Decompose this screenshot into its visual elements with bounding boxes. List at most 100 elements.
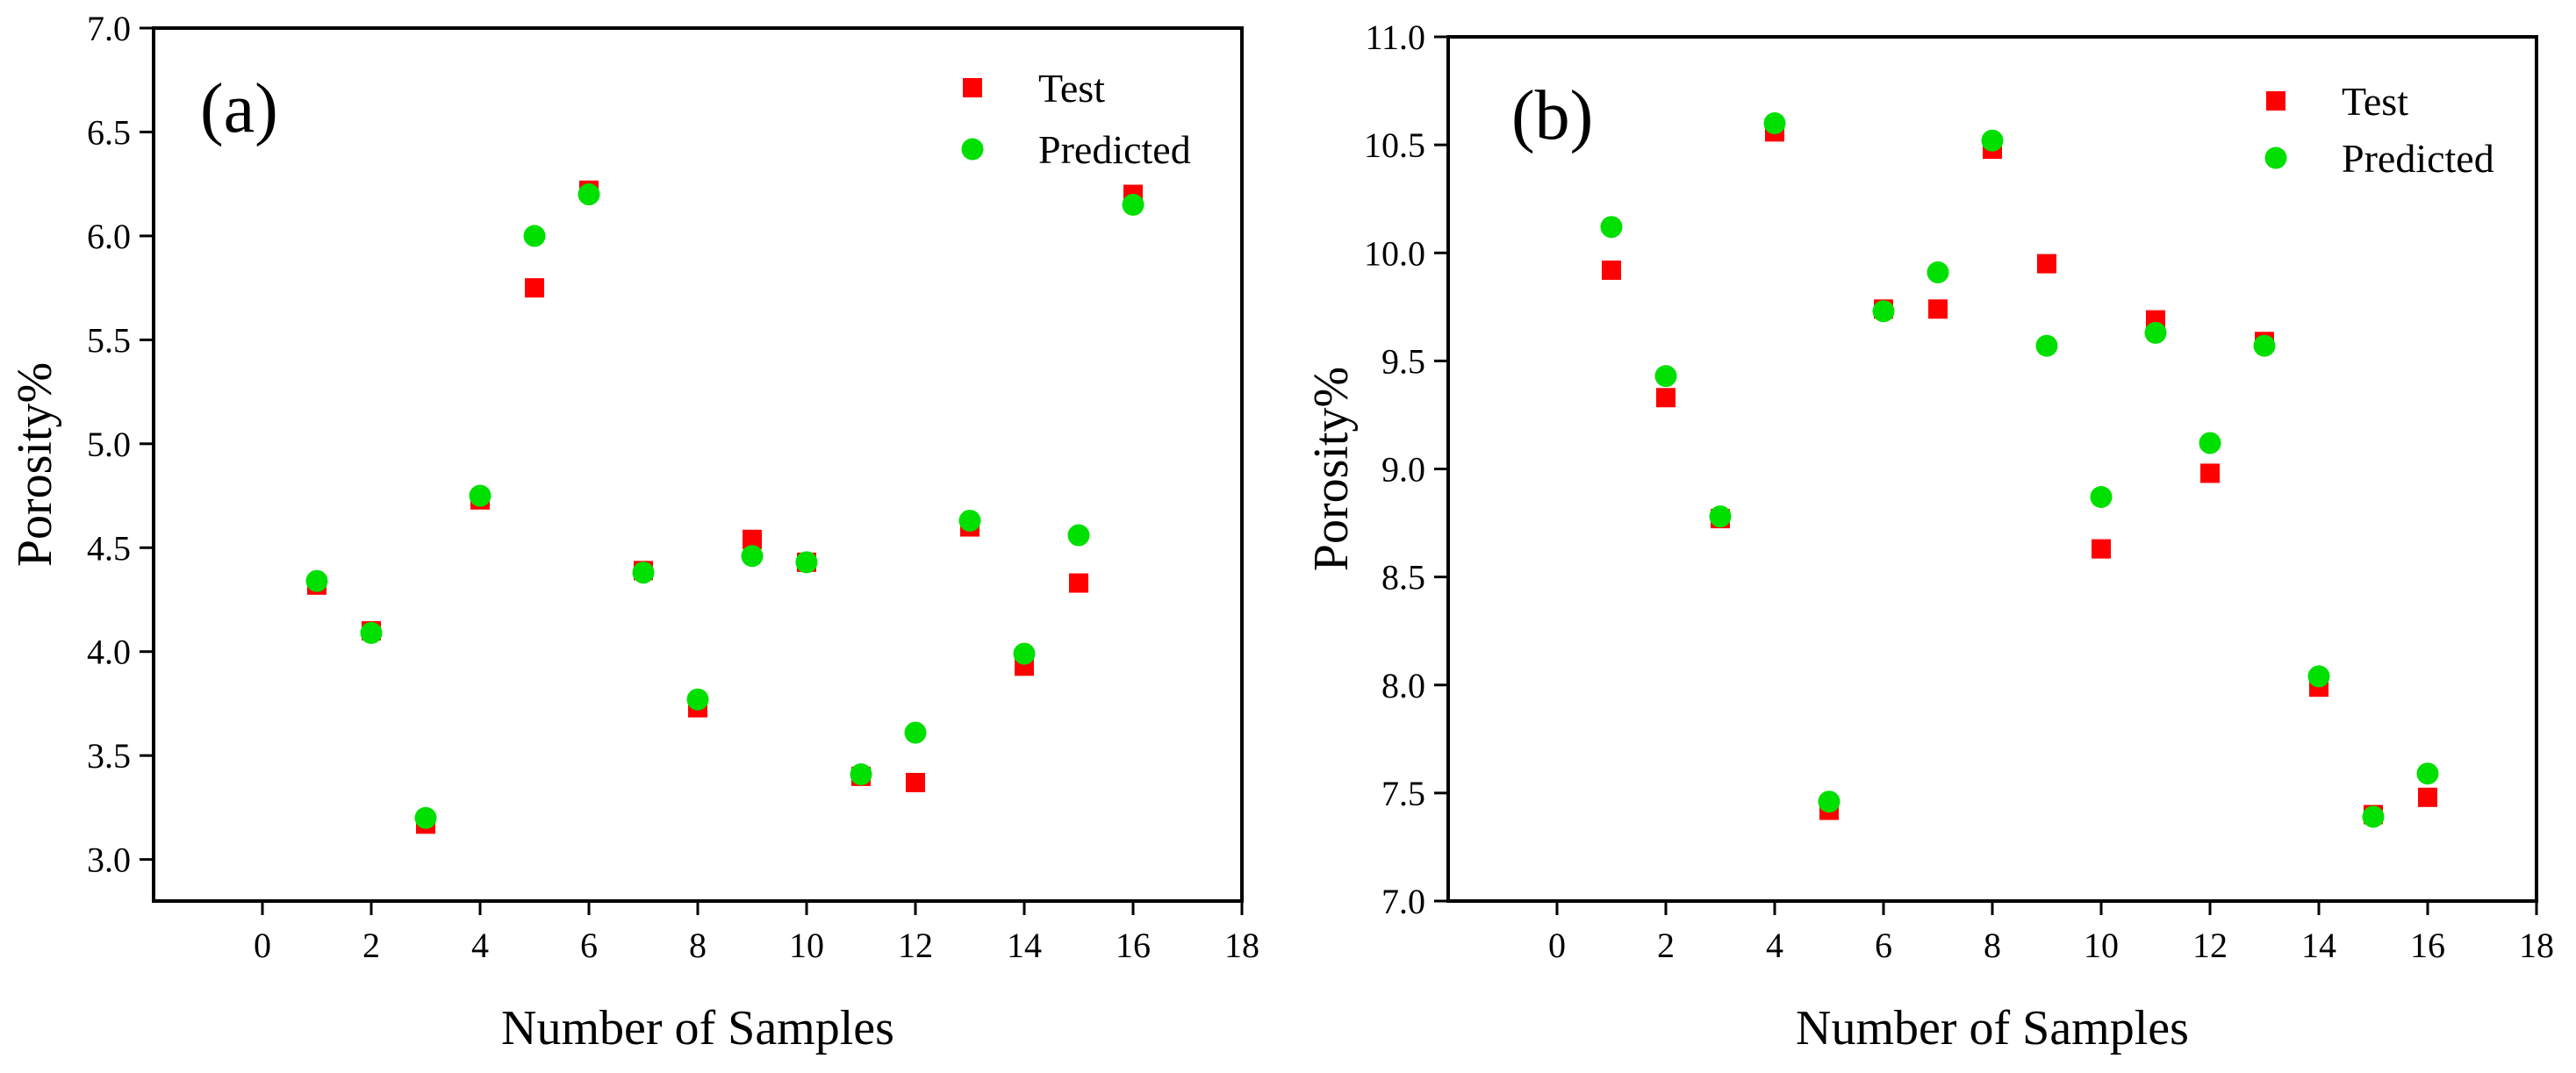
y-tick-label: 9.0 (1381, 450, 1425, 490)
predicted-point (632, 562, 655, 584)
x-tick-label: 8 (689, 926, 707, 965)
test-point (2092, 539, 2111, 559)
x-tick-label: 0 (254, 926, 271, 965)
test-point (1602, 260, 1621, 280)
predicted-point (2090, 486, 2113, 509)
predicted-point (305, 569, 328, 592)
x-tick-label: 10 (2084, 926, 2119, 965)
legend-test-marker (2266, 91, 2285, 111)
predicted-point (1122, 193, 1144, 216)
legend-label: Test (2342, 79, 2408, 124)
predicted-point (2362, 805, 2385, 828)
x-tick-label: 2 (1657, 926, 1675, 965)
panel-label: (a) (200, 70, 278, 147)
x-tick-label: 6 (1875, 926, 1892, 965)
predicted-point (2199, 432, 2221, 454)
x-tick-label: 12 (898, 926, 933, 965)
predicted-point (741, 545, 764, 568)
y-tick-label: 3.5 (87, 736, 131, 776)
y-tick-label: 4.0 (87, 633, 131, 672)
x-tick-label: 12 (2192, 926, 2228, 965)
predicted-point (1927, 261, 1949, 283)
predicted-point (1654, 365, 1677, 388)
test-point (1656, 388, 1675, 408)
legend-predicted-marker (2264, 147, 2287, 169)
predicted-point (360, 621, 383, 644)
y-axis-title: Porosity% (1304, 367, 1359, 571)
predicted-point (2144, 321, 2167, 344)
y-tick-label: 6.0 (87, 217, 131, 256)
predicted-point (523, 225, 546, 247)
test-point (1069, 573, 1088, 593)
x-tick-label: 14 (1007, 926, 1042, 965)
x-tick-label: 18 (2519, 926, 2554, 965)
legend: Test Predicted (2264, 79, 2494, 181)
legend-label: Test (1038, 66, 1105, 111)
test-point (525, 278, 544, 298)
x-tick-label: 4 (1766, 926, 1783, 965)
legend-test-marker (963, 78, 982, 97)
predicted-point (1709, 505, 1732, 528)
predicted-point (2035, 334, 2058, 357)
x-tick-label: 0 (1548, 926, 1566, 965)
legend-label: Predicted (1038, 127, 1191, 172)
test-point (743, 529, 762, 549)
y-tick-label: 10.0 (1364, 233, 1425, 273)
y-tick-label: 8.5 (1381, 558, 1425, 597)
legend: Test Predicted (961, 66, 1191, 172)
predicted-point (1600, 216, 1623, 239)
predicted-point (469, 484, 492, 507)
x-tick-label: 18 (1224, 926, 1259, 965)
x-tick-label: 16 (2410, 926, 2445, 965)
legend-label: Predicted (2342, 136, 2494, 181)
y-tick-label: 4.5 (87, 528, 131, 568)
test-point (2200, 463, 2220, 483)
x-tick-label: 8 (1984, 926, 2001, 965)
predicted-point (1981, 129, 2004, 152)
predicted-point (1013, 642, 1036, 665)
y-tick-label: 3.0 (87, 841, 131, 880)
x-tick-label: 4 (471, 926, 489, 965)
y-tick-label: 8.0 (1381, 666, 1425, 705)
y-axis-title: Porosity% (8, 362, 62, 567)
panel-label: (b) (1511, 77, 1593, 154)
predicted-point (904, 721, 927, 744)
y-tick-label: 6.5 (87, 112, 131, 152)
x-tick-label: 14 (2301, 926, 2336, 965)
x-tick-label: 16 (1116, 926, 1151, 965)
x-axis-title: Number of Samples (501, 1001, 894, 1055)
test-point (906, 772, 925, 792)
predicted-point (1872, 300, 1895, 323)
predicted-point (958, 509, 981, 532)
y-tick-label: 10.5 (1364, 125, 1425, 165)
predicted-point (1067, 524, 1090, 547)
y-tick-label: 5.5 (87, 320, 131, 360)
y-tick-label: 9.5 (1381, 341, 1425, 381)
predicted-point (795, 551, 818, 574)
chart-panel-a: 0 2 4 6 8 10 12 14 16 18 3.0 3.5 4.0 4.5 5.0 5.5 6.0 6.5 7… (8, 9, 1259, 1055)
legend-predicted-marker (961, 138, 984, 161)
predicted-point (1818, 790, 1841, 813)
predicted-point (2416, 762, 2439, 785)
predicted-point (686, 688, 709, 711)
y-tick-label: 5.0 (87, 425, 131, 464)
predicted-point (414, 806, 437, 829)
predicted-point (2307, 665, 2330, 688)
x-axis-title: Number of Samples (1796, 1001, 2189, 1055)
predicted-point (850, 762, 872, 785)
x-tick-label: 2 (362, 926, 380, 965)
test-point (2418, 787, 2437, 807)
x-tick-label: 10 (789, 926, 824, 965)
predicted-point (2253, 334, 2276, 357)
y-tick-label: 11.0 (1365, 18, 1425, 57)
y-tick-label: 7.0 (87, 9, 131, 48)
test-point (1928, 299, 1948, 319)
x-tick-label: 6 (580, 926, 598, 965)
chart-panel-b: 0 2 4 6 8 10 12 14 16 18 7.0 7.5 8.0 8.5 9.0 9.5 10.0 10.… (1304, 18, 2554, 1055)
y-tick-label: 7.5 (1381, 774, 1425, 813)
y-tick-label: 7.0 (1381, 882, 1425, 921)
predicted-point (578, 183, 600, 206)
test-point (2037, 254, 2056, 274)
predicted-point (1763, 112, 1786, 134)
